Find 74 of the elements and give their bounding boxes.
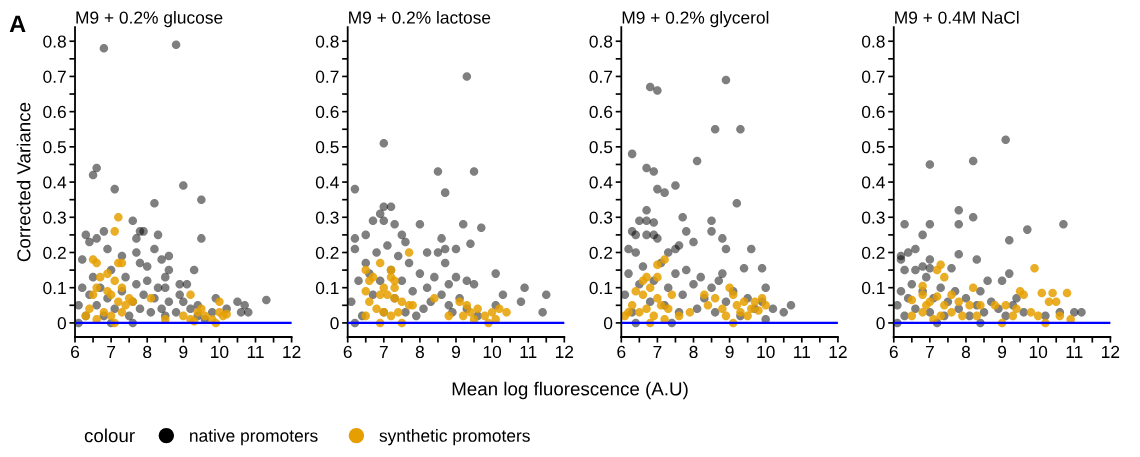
legend-label: synthetic promoters <box>379 429 530 446</box>
chart-title: M9 + 0.2% glucose <box>76 10 223 28</box>
y-tick-label: 0.8 <box>589 35 613 48</box>
x-tick-label: 9 <box>998 345 1007 359</box>
legend-title: colour <box>84 428 135 443</box>
chart-title: M9 + 0.2% glycerol <box>622 10 769 28</box>
y-tick-label: 0.1 <box>861 281 885 295</box>
y-tick-label: 0.4 <box>861 176 885 189</box>
y-tick-label: 0.3 <box>315 211 339 224</box>
y-tick-label: 0.6 <box>43 105 66 119</box>
x-tick-label: 12 <box>555 345 574 358</box>
x-tick-label: 11 <box>794 345 810 358</box>
y-tick-label: 0.5 <box>43 141 66 154</box>
y-tick-label: 0.8 <box>861 35 885 48</box>
y-tick-label: 0.1 <box>43 281 66 295</box>
y-tick-label: 0.2 <box>43 246 66 259</box>
x-tick-label: 7 <box>925 345 934 358</box>
y-tick-label: 0.2 <box>861 246 885 259</box>
y-tick-label: 0.4 <box>43 176 67 189</box>
x-tick-label: 11 <box>247 345 264 358</box>
y-tick-label: 0.3 <box>861 211 885 224</box>
x-tick-label: 9 <box>725 345 734 359</box>
y-tick-label: 0.3 <box>589 211 613 224</box>
y-tick-label: 0.7 <box>861 70 885 83</box>
x-tick-label: 12 <box>829 345 847 358</box>
y-tick-label: 0.7 <box>315 70 339 83</box>
y-tick-label: 0 <box>603 317 613 330</box>
x-tick-label: 6 <box>617 345 626 359</box>
x-tick-label: 8 <box>689 345 698 359</box>
y-axis-title: Corrected Variance <box>16 102 31 262</box>
x-tick-label: 10 <box>757 345 775 359</box>
legend-label: native promoters <box>190 429 318 446</box>
chart-title: M9 + 0.4M NaCl <box>895 10 1019 24</box>
x-tick-label: 6 <box>71 345 80 359</box>
x-tick-label: 7 <box>379 345 388 358</box>
y-tick-label: 0 <box>57 317 66 330</box>
x-tick-label: 8 <box>961 345 971 359</box>
y-tick-label: 0.3 <box>43 211 66 224</box>
x-tick-label: 12 <box>1102 345 1120 358</box>
x-tick-label: 10 <box>1029 345 1048 359</box>
y-tick-label: 0 <box>876 317 885 330</box>
x-tick-label: 9 <box>451 345 461 359</box>
y-tick-label: 0.5 <box>315 141 339 154</box>
y-tick-label: 0.1 <box>315 281 339 295</box>
y-tick-label: 0.5 <box>589 141 613 154</box>
y-tick-label: 0.1 <box>589 281 613 295</box>
x-tick-label: 7 <box>107 345 116 358</box>
y-tick-label: 0.2 <box>589 246 613 259</box>
x-tick-label: 11 <box>520 345 537 358</box>
y-tick-label: 0.4 <box>315 176 339 189</box>
y-tick-label: 0.4 <box>589 176 613 189</box>
y-tick-label: 0.7 <box>43 70 66 83</box>
y-tick-label: 0.6 <box>315 105 339 119</box>
chart-title: M9 + 0.2% lactose <box>349 10 491 24</box>
x-tick-label: 8 <box>143 345 152 359</box>
x-tick-label: 6 <box>889 345 898 359</box>
y-tick-label: 0.8 <box>43 35 66 48</box>
x-tick-label: 12 <box>283 345 301 358</box>
x-tick-label: 6 <box>343 345 352 359</box>
y-tick-label: 0.2 <box>315 246 339 259</box>
x-tick-label: 8 <box>415 345 424 359</box>
y-tick-label: 0.7 <box>589 70 613 83</box>
x-tick-label: 7 <box>653 345 662 358</box>
text: A <box>9 15 26 32</box>
y-tick-label: 0.5 <box>861 141 885 154</box>
y-tick-label: 0.6 <box>589 105 613 119</box>
y-tick-label: 0.8 <box>315 35 339 48</box>
x-tick-label: 9 <box>179 345 188 359</box>
y-tick-label: 0 <box>330 317 339 330</box>
y-tick-label: 0.6 <box>861 105 885 119</box>
x-axis-title: Mean log fluorescence (A.U) <box>452 381 688 400</box>
x-tick-label: 11 <box>1066 345 1083 358</box>
x-tick-label: 10 <box>211 345 229 359</box>
x-tick-label: 10 <box>483 345 502 359</box>
